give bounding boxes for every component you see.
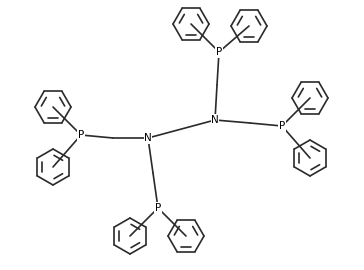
Text: P: P — [279, 121, 285, 131]
Text: N: N — [211, 115, 219, 125]
Text: N: N — [144, 133, 152, 143]
Text: P: P — [78, 130, 84, 140]
Text: P: P — [155, 203, 161, 213]
Text: P: P — [216, 47, 222, 57]
